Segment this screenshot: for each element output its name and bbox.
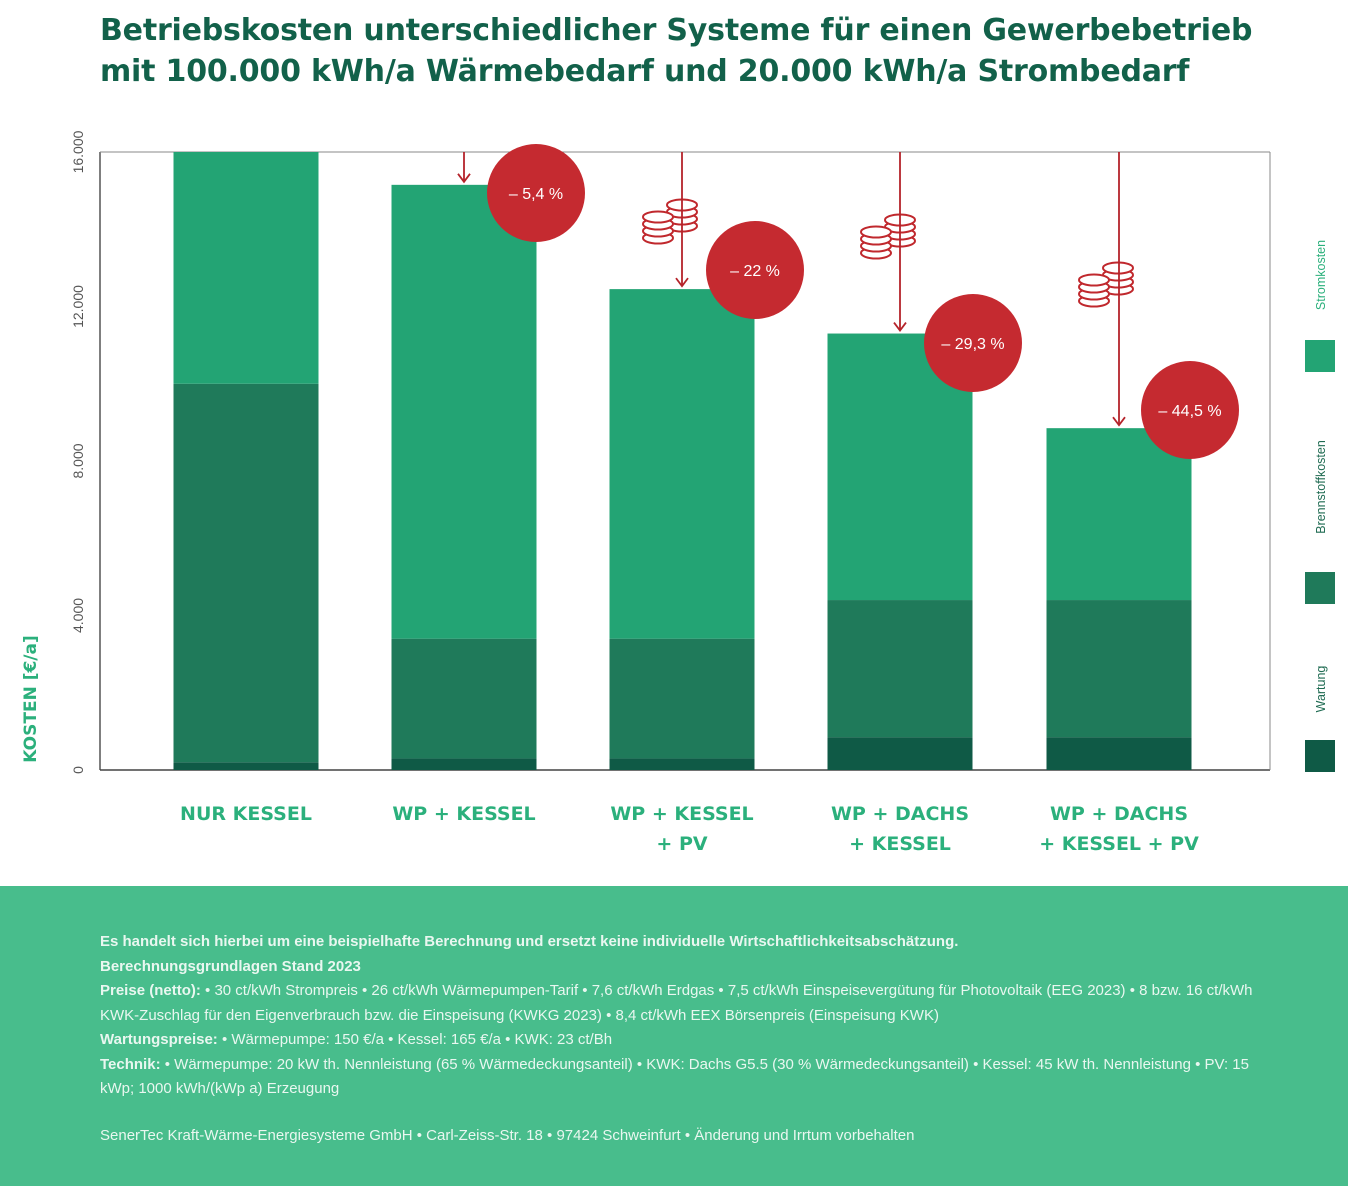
bar-segment-wartung xyxy=(609,758,755,770)
bar-segment-brennstoffkosten xyxy=(827,600,973,738)
bar-segment-stromkosten xyxy=(391,184,537,639)
legend-swatch xyxy=(1305,572,1335,604)
savings-arrowhead xyxy=(893,321,907,333)
savings-arrowhead xyxy=(457,173,471,184)
footer-prices-label: Preise (netto): xyxy=(100,982,201,999)
chart-title-line1: Betriebskosten unterschiedlicher Systeme… xyxy=(100,13,1253,48)
savings-badge xyxy=(487,144,585,242)
savings-badge xyxy=(706,221,804,319)
x-category-label: WP + KESSEL xyxy=(392,803,535,825)
savings-arrowhead xyxy=(1112,416,1126,427)
y-tick-label: 16.000 xyxy=(70,130,86,173)
footer-address: SenerTec Kraft-Wärme-Energiesysteme GmbH… xyxy=(100,1126,915,1144)
bar-segment-wartung xyxy=(173,762,319,770)
x-category-label: WP + KESSEL xyxy=(610,803,753,825)
footer-prices-text: • 30 ct/kWh Strompreis • 26 ct/kWh Wärme… xyxy=(100,982,1253,1024)
x-category-label: NUR KESSEL xyxy=(180,803,312,825)
legend-swatch xyxy=(1305,340,1335,372)
legend-label: Stromkosten xyxy=(1314,240,1328,310)
footer-maintenance: Wartungspreise: • Wärmepumpe: 150 €/a • … xyxy=(100,1028,1260,1053)
footer-maint-text: • Wärmepumpe: 150 €/a • Kessel: 165 €/a … xyxy=(217,1031,613,1048)
footer-disclaimer: Es handelt sich hierbei um eine beispiel… xyxy=(100,933,959,950)
chart-title: Betriebskosten unterschiedlicher Systeme… xyxy=(100,10,1340,92)
footer-notes: Es handelt sich hierbei um eine beispiel… xyxy=(0,886,1348,1186)
x-category-label: + KESSEL xyxy=(849,833,951,855)
bar-segment-wartung xyxy=(1046,737,1192,770)
bar-segment-stromkosten xyxy=(609,289,755,639)
footer-tech-label: Technik: xyxy=(100,1055,161,1073)
y-tick-label: 4.000 xyxy=(70,598,86,633)
savings-badge-label: – 29,3 % xyxy=(941,336,1004,353)
savings-badge-label: – 5,4 % xyxy=(509,186,563,203)
savings-badge-label: – 22 % xyxy=(730,263,780,280)
coins-icon xyxy=(1078,261,1134,308)
footer-maint-label: Wartungspreise: xyxy=(100,1031,218,1048)
y-tick-label: 8.000 xyxy=(70,443,86,478)
chart-title-line2: mit 100.000 kWh/a Wärmebedarf und 20.000… xyxy=(100,54,1190,89)
legend-swatch xyxy=(1305,740,1335,772)
bar-segment-brennstoffkosten xyxy=(173,383,319,763)
stacked-bar-chart: 0 4.000 8.000 12.000 16.000 KOSTEN [€/a] NUR K… xyxy=(21,130,1335,855)
x-category-label: + PV xyxy=(656,833,707,855)
bar-segment-brennstoffkosten xyxy=(609,638,755,759)
footer-technology: Technik: • Wärmepumpe: 20 kW th. Nennlei… xyxy=(100,1053,1260,1102)
x-category-label: WP + DACHS xyxy=(831,803,969,825)
y-tick-label: 12.000 xyxy=(70,285,86,328)
footer-tech-text: • Wärmepumpe: 20 kW th. Nennleistung (65… xyxy=(100,1055,1249,1098)
bar-segment-wartung xyxy=(827,737,973,770)
bar-segment-wartung xyxy=(391,758,537,770)
bar-segment-brennstoffkosten xyxy=(1046,600,1192,738)
x-category-label: + KESSEL + PV xyxy=(1039,833,1199,855)
y-axis-title: KOSTEN [€/a] xyxy=(21,635,41,763)
savings-badge-label: – 44,5 % xyxy=(1158,403,1221,420)
coins-icon xyxy=(642,198,698,245)
footer-basis: Berechnungsgrundlagen Stand 2023 xyxy=(100,957,361,975)
bar-segment-stromkosten xyxy=(1046,428,1192,601)
x-category-label: WP + DACHS xyxy=(1050,803,1188,825)
footer-prices: Preise (netto): • 30 ct/kWh Strompreis •… xyxy=(100,979,1260,1028)
legend-label: Brennstoffkosten xyxy=(1314,440,1328,534)
bar-segment-stromkosten xyxy=(173,152,319,384)
savings-badge xyxy=(1141,361,1239,459)
savings-badge xyxy=(924,294,1022,392)
coins-icon xyxy=(860,213,916,260)
bar-segment-brennstoffkosten xyxy=(391,638,537,759)
legend-label: Wartung xyxy=(1314,666,1328,713)
savings-arrowhead xyxy=(675,277,689,288)
y-tick-label: 0 xyxy=(70,766,86,774)
